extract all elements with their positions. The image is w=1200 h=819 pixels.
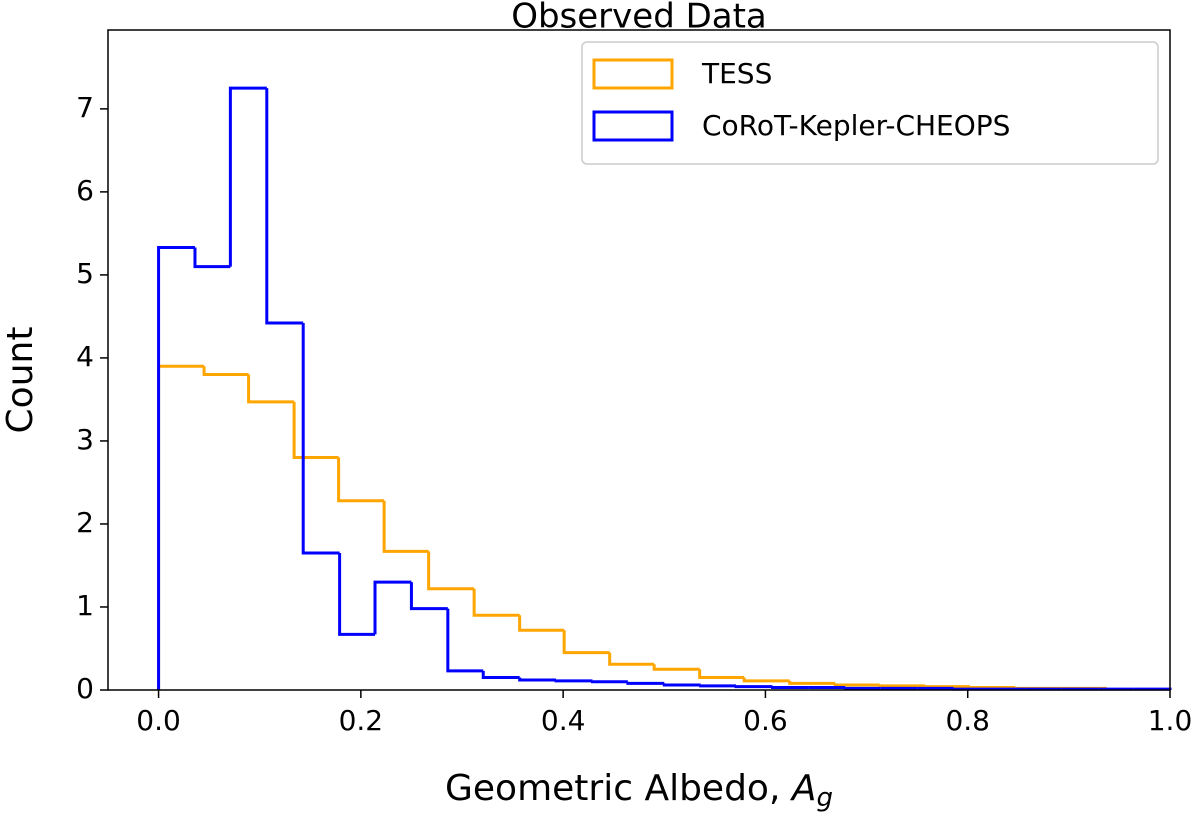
histogram-step — [626, 681, 665, 685]
histogram-step — [157, 246, 195, 690]
histogram-step — [968, 686, 1016, 690]
histogram-step — [562, 630, 610, 655]
y-tick-label: 5 — [76, 257, 94, 290]
histogram-step — [734, 685, 773, 689]
x-tick-label: 0.8 — [945, 704, 990, 737]
histogram-step — [698, 669, 745, 680]
chart-title: Observed Data — [511, 0, 767, 37]
x-tick-label: 0.6 — [743, 704, 788, 737]
histogram-step — [518, 677, 557, 682]
histogram-step — [337, 457, 385, 503]
histogram-step — [923, 685, 970, 689]
y-axis-label: Count — [0, 327, 41, 434]
histogram-step — [382, 500, 429, 553]
histogram-step — [843, 686, 881, 690]
histogram-step — [590, 680, 628, 684]
x-tick-label: 1.0 — [1148, 704, 1193, 737]
histogram-step — [373, 580, 412, 635]
histogram-step — [481, 670, 520, 680]
histogram-step — [292, 401, 339, 460]
histogram-step — [518, 615, 565, 632]
histogram-step — [193, 247, 231, 269]
histogram-step — [662, 683, 701, 687]
y-tick-label: 3 — [76, 423, 94, 456]
x-axis-label: Geometric Albedo, Ag — [445, 768, 833, 813]
histogram-step — [247, 374, 295, 404]
x-tick-label: 0.2 — [339, 704, 384, 737]
legend-label: CoRoT-Kepler-CHEOPS — [702, 109, 1010, 142]
histogram-step — [652, 664, 700, 671]
histogram-step — [608, 652, 655, 666]
histogram-step — [878, 684, 926, 688]
y-tick-label: 7 — [76, 91, 94, 124]
histogram-step — [788, 680, 836, 685]
histogram-step — [771, 686, 809, 690]
histogram-step — [742, 677, 790, 683]
x-tick-label: 0.4 — [541, 704, 586, 737]
y-tick-label: 4 — [76, 340, 94, 373]
histogram-step — [554, 679, 593, 683]
legend-swatch — [592, 58, 674, 90]
legend-label: TESS — [701, 57, 772, 90]
histogram-step — [409, 582, 448, 611]
y-tick-label: 0 — [76, 672, 94, 705]
histogram-step — [301, 323, 340, 555]
histogram-step — [446, 608, 484, 673]
histogram-step — [157, 364, 205, 690]
x-tick-label: 0.0 — [136, 704, 181, 737]
plot-frame — [107, 29, 1171, 691]
histogram-step — [265, 88, 304, 325]
legend-box — [581, 41, 1159, 165]
histogram-step — [952, 687, 989, 691]
histogram-step — [228, 86, 267, 267]
y-tick-label: 2 — [76, 506, 94, 539]
histogram-step — [202, 366, 249, 377]
histogram-step — [427, 551, 475, 591]
histogram-step — [699, 684, 737, 688]
legend-swatch — [592, 110, 674, 142]
histogram-step — [833, 683, 880, 687]
y-tick-label: 1 — [76, 589, 94, 622]
histogram-step — [338, 553, 376, 636]
histogram-step — [472, 588, 520, 617]
y-tick-label: 6 — [76, 174, 94, 207]
